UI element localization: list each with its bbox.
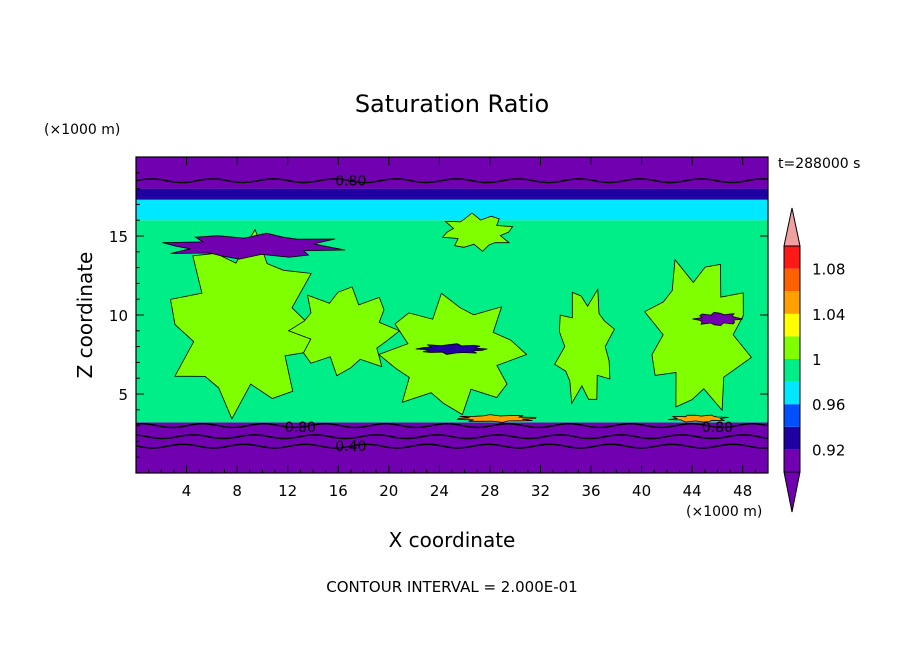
x-tick-label-36: 36 [581,482,600,500]
contour-line-1 [136,422,768,429]
colorbar-bin-3 [784,381,800,405]
contour-interval-footer: CONTOUR INTERVAL = 2.000E-01 [326,578,577,596]
field-patch-6 [162,232,346,260]
x-tick-label-24: 24 [430,482,449,500]
contour-label-2: 0.80 [702,420,733,436]
colorbar-label-0: 0.92 [812,441,845,459]
x-tick-label-44: 44 [683,482,702,500]
field-patch-0 [170,228,319,420]
y-tick-label-5: 5 [118,386,128,404]
field-patch-3 [441,212,514,252]
x-tick-label-12: 12 [278,482,297,500]
colorbar-bin-8 [784,268,800,292]
field-patch-4 [554,287,615,405]
time-label: t=288000 s [778,156,860,172]
field-patch-7 [415,343,488,355]
field-patch-5 [644,258,752,412]
field-patch-2 [378,292,528,416]
field-layer: 0.80 0.80 0.80 0.40 [136,157,768,473]
contour-label-1: 0.80 [285,420,316,436]
x-tick-label-32: 32 [531,482,550,500]
colorbar-bin-2 [784,404,800,427]
colorbar: 0.92 0.96 1 1.04 1.08 [783,207,845,513]
field-patch-8 [692,311,743,326]
y-tick-label-10: 10 [109,307,128,325]
colorbar-frame [783,245,801,473]
x-unit-label: (×1000 m) [686,504,762,520]
chart-title: Saturation Ratio [355,90,549,118]
colorbar-over-arrow [783,207,801,247]
colorbar-bin-6 [784,313,800,337]
field-band-3 [136,188,768,200]
x-tick-label-16: 16 [329,482,348,500]
colorbar-bin-7 [784,291,800,314]
x-tick-label-40: 40 [632,482,651,500]
x-tick-label-48: 48 [733,482,752,500]
y-axis-label: Z coordinate [73,252,97,379]
plot-area: 0.800.80 0.800.404 8 12 16 20 24 28 32 36 40 44 4851… [109,156,769,500]
field-band-2 [136,199,768,221]
x-tick-label-28: 28 [480,482,499,500]
colorbar-bin-0 [784,449,800,472]
x-axis-label: X coordinate [389,528,516,552]
colorbar-label-1: 0.96 [812,396,845,414]
field-patch-9 [456,414,537,423]
colorbar-label-2: 1 [812,351,822,369]
contour-line-0 [136,178,768,184]
contour-label-3: 0.40 [335,439,366,455]
colorbar-bin-5 [784,336,800,359]
x-tick-label-20: 20 [379,482,398,500]
field-band-4 [136,157,768,189]
y-unit-label: (×1000 m) [44,122,120,138]
colorbar-bin-9 [784,246,800,269]
colorbar-bin-1 [784,426,800,450]
field-patch-1 [287,286,401,377]
y-tick-label-15: 15 [109,228,128,246]
contour-line-2 [136,434,768,440]
contour-line-3 [136,443,768,449]
contour-label-0: 0.80 [335,174,366,190]
field-patch-10 [668,414,729,423]
colorbar-bin-4 [784,359,800,382]
colorbar-label-3: 1.04 [812,306,845,324]
x-tick-label-8: 8 [232,482,242,500]
colorbar-under-arrow [783,471,801,513]
x-tick-label-4: 4 [182,482,192,500]
colorbar-label-4: 1.08 [812,261,845,279]
